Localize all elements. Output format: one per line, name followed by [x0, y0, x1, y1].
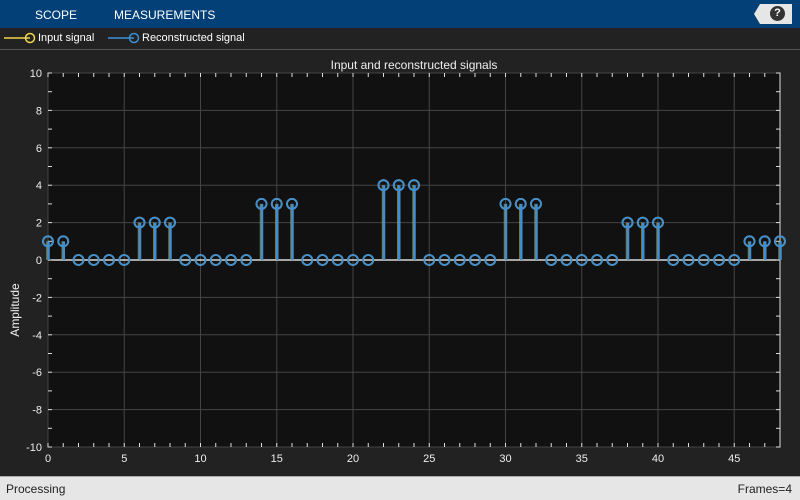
- y-tick-label: 0: [36, 255, 42, 267]
- stem-marker: [423, 254, 436, 266]
- x-tick-label: 15: [271, 453, 283, 465]
- chart-title: Input and reconstructed signals: [331, 58, 498, 72]
- tab-measurements[interactable]: MEASUREMENTS: [114, 8, 216, 22]
- stem-marker: [179, 254, 192, 266]
- stem-marker: [225, 254, 237, 266]
- y-tick-label: 10: [30, 68, 42, 80]
- stem-marker: [606, 254, 619, 266]
- legend-label: Reconstructed signal: [142, 32, 245, 44]
- stem-marker: [331, 254, 344, 266]
- stem-marker: [499, 197, 512, 210]
- stem-marker: [560, 254, 573, 266]
- stem-marker: [270, 197, 283, 210]
- stem-marker: [240, 254, 253, 266]
- y-tick-label: 2: [36, 218, 42, 230]
- stem-marker: [438, 254, 451, 266]
- y-tick-label: -4: [32, 330, 42, 342]
- status-bar: Processing Frames=4: [0, 476, 800, 500]
- stem-marker: [728, 254, 741, 266]
- stem-marker: [545, 254, 558, 266]
- stem-marker: [697, 254, 710, 266]
- stem-marker: [453, 254, 466, 266]
- x-tick-label: 5: [121, 453, 127, 465]
- stem-marker: [316, 254, 329, 266]
- stem-marker: [377, 179, 390, 192]
- stem-marker: [103, 254, 115, 266]
- x-tick-label: 20: [347, 453, 359, 465]
- stem-marker: [209, 254, 222, 266]
- x-tick-label: 45: [728, 453, 740, 465]
- stem-marker: [484, 254, 497, 266]
- stem-marker: [575, 254, 588, 266]
- x-tick-label: 0: [45, 453, 51, 465]
- stem-marker: [636, 216, 649, 229]
- blue-line-circle-icon: [108, 32, 140, 44]
- y-axis-label: Amplitude: [8, 283, 22, 337]
- y-tick-label: 6: [36, 143, 42, 155]
- x-tick-label: 10: [194, 453, 206, 465]
- x-tick-label: 35: [576, 453, 588, 465]
- stem-marker: [591, 254, 603, 266]
- frames-count: Frames=4: [737, 482, 792, 496]
- stem-marker: [133, 216, 146, 229]
- help-icon: ?: [770, 6, 785, 21]
- y-tick-label: 4: [36, 180, 42, 192]
- stem-marker: [301, 254, 314, 266]
- x-tick-label: 40: [652, 453, 664, 465]
- stem-marker: [42, 235, 54, 248]
- stem-marker: [758, 235, 771, 248]
- stem-marker: [362, 254, 375, 266]
- stem-chart: Input and reconstructed signals Amplitud…: [8, 58, 786, 465]
- stem-marker: [72, 254, 85, 266]
- stem-marker: [743, 235, 756, 248]
- x-tick-label: 25: [423, 453, 435, 465]
- y-tick-label: -6: [32, 367, 42, 379]
- stem-marker: [286, 197, 298, 210]
- stem-marker: [57, 235, 70, 248]
- y-tick-label: -10: [26, 442, 42, 454]
- stem-marker: [530, 197, 542, 210]
- status-text: Processing: [6, 482, 66, 496]
- legend-item-reconstructed[interactable]: Reconstructed signal: [108, 32, 245, 44]
- legend: Input signal Reconstructed signal: [0, 28, 800, 50]
- legend-item-input[interactable]: Input signal: [4, 32, 94, 44]
- toolstrip: SCOPE MEASUREMENTS ?: [0, 0, 800, 28]
- stem-marker: [164, 216, 176, 229]
- tab-scope[interactable]: SCOPE: [35, 8, 78, 22]
- stem-marker: [682, 254, 695, 266]
- stem-marker: [194, 254, 207, 266]
- legend-label: Input signal: [38, 32, 95, 44]
- y-tick-label: -2: [32, 292, 42, 304]
- stem-marker: [621, 216, 634, 229]
- y-tick-label: 8: [36, 105, 42, 117]
- stem-marker: [408, 179, 420, 192]
- stem-marker: [118, 254, 131, 266]
- help-button[interactable]: ?: [754, 4, 792, 24]
- stem-marker: [392, 179, 405, 192]
- y-tick-label: -8: [32, 405, 42, 417]
- yellow-line-circle-icon: [4, 32, 36, 44]
- x-tick-label: 30: [499, 453, 511, 465]
- stem-marker: [652, 216, 664, 229]
- stem-marker: [469, 254, 481, 266]
- stem-marker: [774, 235, 786, 248]
- stem-marker: [87, 254, 100, 266]
- stem-marker: [667, 254, 680, 266]
- stem-marker: [347, 254, 359, 266]
- help-area: ?: [748, 0, 800, 28]
- stem-marker: [514, 197, 527, 210]
- stem-marker: [255, 197, 268, 210]
- stem-marker: [713, 254, 725, 266]
- stem-marker: [148, 216, 161, 229]
